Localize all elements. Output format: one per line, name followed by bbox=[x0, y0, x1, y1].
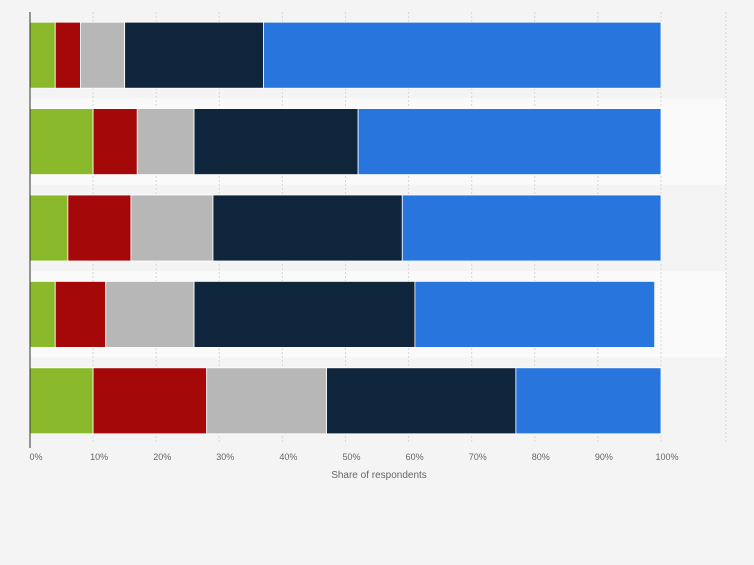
bar-segment[interactable] bbox=[136, 108, 195, 175]
x-tick-labels: 0% 10% 20% 30% 40% 50% 60% 70% 80% 90% 100% bbox=[29, 452, 678, 462]
bar-segment[interactable] bbox=[193, 280, 416, 348]
bar-segment[interactable] bbox=[515, 367, 662, 435]
bar-segment[interactable] bbox=[357, 108, 662, 175]
bar-segment[interactable] bbox=[105, 280, 195, 348]
bar-segment[interactable] bbox=[206, 367, 327, 435]
bar-segment[interactable] bbox=[29, 21, 56, 89]
bar-segment[interactable] bbox=[54, 21, 81, 89]
bar-segment[interactable] bbox=[29, 280, 56, 348]
bar-segment[interactable] bbox=[263, 21, 662, 89]
bar-segment[interactable] bbox=[212, 194, 403, 262]
x-tick-label: 40% bbox=[279, 452, 297, 462]
bar-segment[interactable] bbox=[92, 108, 138, 175]
bar-segment[interactable] bbox=[130, 194, 214, 262]
bar-segment[interactable] bbox=[29, 108, 94, 175]
bar-segment[interactable] bbox=[326, 367, 517, 435]
bar-segment[interactable] bbox=[414, 280, 656, 348]
bar-segment[interactable] bbox=[29, 194, 69, 262]
bar-segment[interactable] bbox=[54, 280, 107, 348]
x-tick-label: 10% bbox=[90, 452, 108, 462]
x-tick-label: 90% bbox=[595, 452, 613, 462]
x-axis-title: Share of respondents bbox=[331, 470, 427, 481]
x-tick-label: 80% bbox=[532, 452, 550, 462]
bar-segment[interactable] bbox=[193, 108, 359, 175]
x-tick-label: 20% bbox=[153, 452, 171, 462]
x-tick-label: 70% bbox=[469, 452, 487, 462]
bar-segment[interactable] bbox=[80, 21, 126, 89]
bar-segment[interactable] bbox=[92, 367, 208, 435]
x-tick-label: 30% bbox=[216, 452, 234, 462]
x-tick-label: 100% bbox=[655, 452, 678, 462]
bar-segment[interactable] bbox=[67, 194, 132, 262]
x-tick-label: 50% bbox=[342, 452, 360, 462]
bar-segment[interactable] bbox=[401, 194, 662, 262]
bar-segment[interactable] bbox=[29, 367, 94, 435]
bar-segment[interactable] bbox=[124, 21, 264, 89]
x-tick-label: 60% bbox=[406, 452, 424, 462]
x-tick-label: 0% bbox=[29, 452, 42, 462]
bars bbox=[29, 21, 662, 435]
